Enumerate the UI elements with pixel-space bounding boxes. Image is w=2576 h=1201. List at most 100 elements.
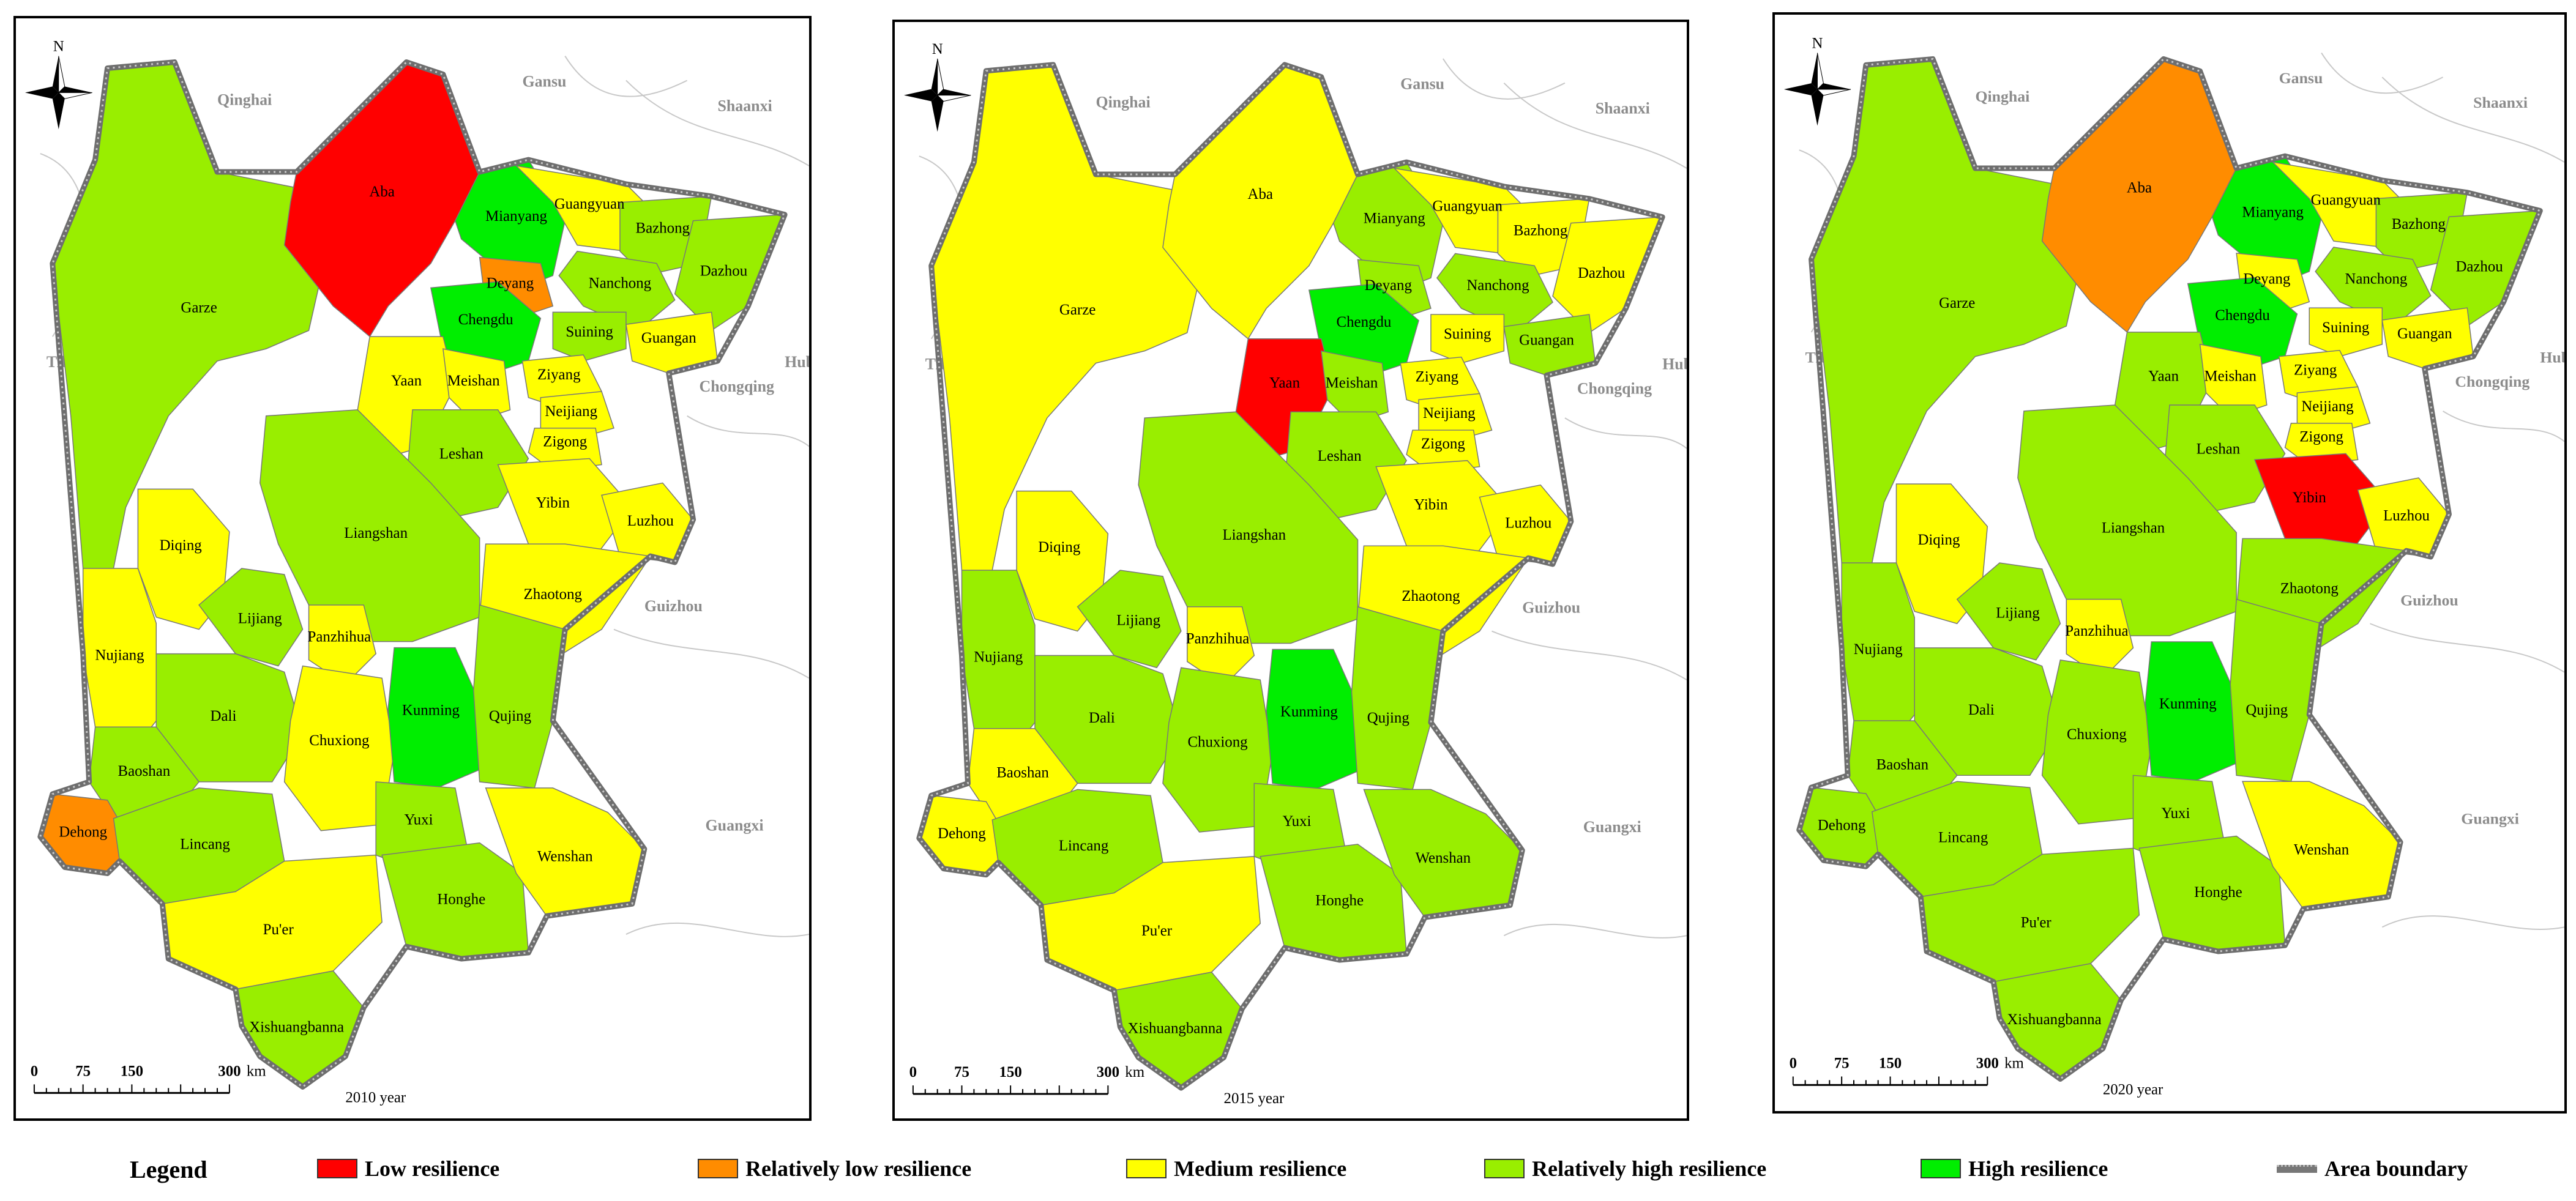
- context-label: Gansu: [1400, 75, 1444, 93]
- region-label: Yuxi: [404, 812, 433, 828]
- legend-swatch: [698, 1159, 738, 1178]
- context-label: Qinghai: [1975, 87, 2029, 105]
- region-label: Bazhong: [2392, 216, 2446, 232]
- north-label: N: [1812, 35, 1823, 52]
- region-label: Nujiang: [95, 647, 144, 664]
- map-svg: QinghaiGansuShaanxiTibetChongqingHubeiGu…: [903, 41, 1687, 1107]
- region-label: Wenshan: [1416, 850, 1471, 866]
- region-suining: [552, 311, 627, 362]
- scale-tick-label: 0: [909, 1064, 917, 1080]
- region-label: Pu'er: [1141, 923, 1173, 939]
- regions: [918, 64, 1663, 1088]
- context-label: Guangxi: [1583, 818, 1641, 836]
- region-label: Nanchong: [2345, 271, 2407, 288]
- region-label: Pu'er: [2021, 914, 2052, 931]
- region-label: Nanchong: [1466, 277, 1529, 294]
- region-label: Zigong: [2299, 429, 2343, 445]
- map-svg: QinghaiGansuShaanxiTibetChongqingHubeiGu…: [1783, 35, 2564, 1098]
- region-label: Garze: [1059, 302, 1096, 318]
- region-label: Dazhou: [700, 262, 748, 279]
- region-label: Zhaotong: [1402, 588, 1460, 604]
- region-label: Dali: [1968, 702, 1995, 718]
- context-label: Guangxi: [2461, 810, 2519, 828]
- boundary-swatch: [2277, 1164, 2317, 1173]
- region-label: Neijiang: [2301, 398, 2353, 415]
- region-dazhou: [674, 214, 786, 332]
- scale-tick-label: 150: [1879, 1055, 1902, 1072]
- year-label: 2015 year: [1224, 1090, 1285, 1107]
- region-label: Honghe: [2194, 884, 2242, 901]
- legend-label: High resilience: [1968, 1156, 2108, 1181]
- region-label: Meishan: [1326, 374, 1378, 391]
- region-dazhou: [1552, 216, 1663, 333]
- context-label: Chongqing: [700, 377, 774, 395]
- region-label: Kunming: [402, 702, 460, 718]
- region-label: Ziyang: [537, 366, 581, 383]
- region-label: Kunming: [2159, 696, 2217, 712]
- scale-tick-label: 300: [218, 1063, 241, 1079]
- scale-unit: km: [1125, 1064, 1144, 1080]
- scale-tick-label: 150: [999, 1064, 1021, 1080]
- map-panel-2015: QinghaiGansuShaanxiTibetChongqingHubeiGu…: [892, 20, 1689, 1121]
- scale-tick-label: 0: [1790, 1055, 1797, 1072]
- region-label: Guangyuan: [1432, 198, 1503, 215]
- region-label: Deyang: [1365, 277, 1412, 294]
- region-dazhou: [2430, 210, 2541, 327]
- region-label: Liangshan: [1222, 527, 1286, 543]
- region-label: Meishan: [447, 373, 500, 389]
- region-label: Lincang: [1059, 838, 1109, 854]
- north-label: N: [932, 41, 943, 58]
- context-label: Gansu: [2279, 69, 2323, 87]
- region-label: Garze: [181, 299, 217, 316]
- region-label: Zhaotong: [524, 586, 582, 603]
- region-label: Bazhong: [1514, 223, 1567, 239]
- region-label: Guangyuan: [554, 196, 625, 212]
- region-label: Chuxiong: [1187, 734, 1247, 751]
- region-label: Yaan: [2148, 368, 2179, 384]
- region-label: Qujing: [1367, 710, 1409, 726]
- context-label: Guizhou: [644, 597, 703, 615]
- region-label: Suining: [1444, 326, 1491, 343]
- legend-swatch: [1126, 1159, 1167, 1178]
- region-label: Suining: [2322, 319, 2369, 336]
- legend-item-low: Low resilience: [317, 1155, 499, 1182]
- scale-tick-label: 75: [75, 1063, 91, 1079]
- regions: [1798, 58, 2541, 1080]
- region-label: Luzhou: [627, 513, 674, 529]
- scale-tick-label: 75: [954, 1064, 969, 1080]
- legend-label: Medium resilience: [1174, 1156, 1347, 1181]
- regions: [40, 61, 786, 1088]
- region-liangshan: [1138, 411, 1359, 644]
- region-label: Mianyang: [2242, 204, 2304, 220]
- area-boundary-dots: [918, 64, 1664, 1089]
- region-label: Dehong: [59, 824, 107, 841]
- region-label: Wenshan: [2294, 841, 2350, 858]
- region-label: Luzhou: [2383, 508, 2430, 524]
- region-label: Guangan: [1519, 332, 1574, 349]
- legend-item-high: High resilience: [1921, 1155, 2108, 1182]
- context-label: Guizhou: [1522, 599, 1580, 617]
- region-label: Leshan: [1318, 448, 1362, 464]
- region-label: Honghe: [437, 891, 485, 907]
- region-label: Panzhihua: [307, 629, 371, 645]
- region-label: Diqing: [160, 537, 202, 554]
- region-label: Lijiang: [238, 611, 282, 627]
- region-label: Yaan: [1269, 374, 1301, 391]
- region-label: Chuxiong: [2067, 726, 2127, 743]
- region-kunming: [387, 647, 480, 789]
- region-label: Xishuangbanna: [249, 1019, 344, 1036]
- region-kunming: [1266, 649, 1359, 790]
- legend-label: Low resilience: [365, 1156, 500, 1181]
- region-label: Yibin: [536, 494, 570, 511]
- scale-tick-label: 300: [1976, 1055, 1999, 1072]
- region-label: Lijiang: [1116, 612, 1160, 629]
- region-suining: [1430, 314, 1505, 364]
- context-label: Shaanxi: [1596, 99, 1650, 117]
- region-label: Qujing: [2246, 702, 2288, 718]
- context-label: Qinghai: [1096, 94, 1150, 111]
- context-label: Guangxi: [706, 817, 764, 835]
- north-arrow-icon: N: [24, 39, 92, 130]
- region-label: Ziyang: [1416, 368, 1458, 385]
- region-label: Dazhou: [2456, 259, 2503, 275]
- region-qujing: [1351, 606, 1444, 790]
